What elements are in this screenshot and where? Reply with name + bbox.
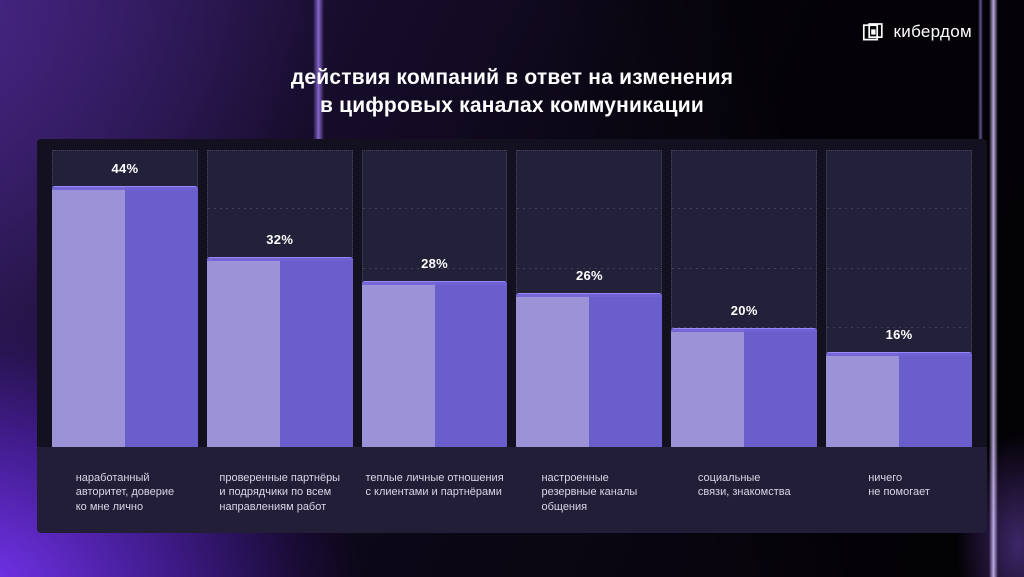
- brand-name: кибердом: [893, 22, 972, 41]
- bar-left-face: [826, 352, 900, 447]
- page-title: действия компаний в ответ на изменения в…: [0, 64, 1024, 120]
- bar-left-face: [516, 292, 590, 447]
- chart-column: 28%: [361, 150, 508, 447]
- brand-logo: кибердом: [861, 20, 972, 44]
- category-cell: теплые личные отношения с клиентами и па…: [362, 471, 508, 514]
- bar-value-label: 20%: [730, 303, 758, 319]
- bar-right-face: [899, 352, 972, 447]
- category-label: социальные связи, знакомства: [697, 472, 791, 499]
- chart-column: 26%: [516, 150, 663, 447]
- chart-panel: 44% 32% 28% 26% 20% 16%: [37, 139, 987, 533]
- bar-value-label: 16%: [885, 327, 913, 342]
- bar-right-face: [589, 292, 663, 447]
- title-line-2: в цифровых каналах коммуникации: [319, 94, 704, 117]
- bar: [516, 292, 663, 447]
- bar-value-label: 28%: [421, 255, 449, 271]
- category-label: настроенные резервные каналы общения: [541, 472, 638, 513]
- category-label: ничего не помогает: [868, 472, 930, 499]
- chart-plot-area: 44% 32% 28% 26% 20% 16%: [37, 139, 987, 447]
- chart-column: 32%: [206, 150, 353, 447]
- bar: [206, 256, 353, 447]
- logo-center-square: [870, 29, 876, 35]
- category-label: теплые личные отношения с клиентами и па…: [365, 472, 504, 499]
- bar-value-label: 26%: [575, 267, 603, 283]
- chart-column: 20%: [671, 150, 818, 447]
- category-cell: ничего не помогает: [826, 471, 972, 514]
- bar-right-face: [434, 280, 508, 447]
- category-cell: настроенные резервные каналы общения: [516, 471, 662, 514]
- bar-right-face: [744, 328, 818, 447]
- chart-column: 44%: [52, 150, 198, 447]
- bar-left-face: [361, 280, 435, 447]
- chart-category-labels: наработанный авторитет, доверие ко мне л…: [37, 447, 987, 514]
- bar: [826, 352, 972, 447]
- category-cell: социальные связи, знакомства: [671, 471, 817, 514]
- bar-value-label: 32%: [266, 231, 294, 247]
- bar: [361, 280, 508, 447]
- bar-right-face: [124, 185, 198, 447]
- bar-right-face: [279, 256, 353, 447]
- bar-left-face: [671, 328, 745, 447]
- bar-left-face: [52, 185, 125, 447]
- bar-value-label: 44%: [111, 160, 139, 176]
- category-label: проверенные партнёры и подрядчики по все…: [219, 472, 341, 513]
- bar: [671, 328, 818, 447]
- chart-column: 16%: [826, 150, 972, 447]
- kiberdom-logo-icon: [862, 23, 883, 41]
- title-line-1: действия компаний в ответ на изменения: [290, 66, 734, 89]
- category-cell: наработанный авторитет, доверие ко мне л…: [52, 471, 198, 514]
- bar-left-face: [206, 256, 280, 447]
- bar: [52, 185, 198, 447]
- category-label: наработанный авторитет, доверие ко мне л…: [75, 472, 175, 513]
- category-cell: проверенные партнёры и подрядчики по все…: [207, 471, 353, 514]
